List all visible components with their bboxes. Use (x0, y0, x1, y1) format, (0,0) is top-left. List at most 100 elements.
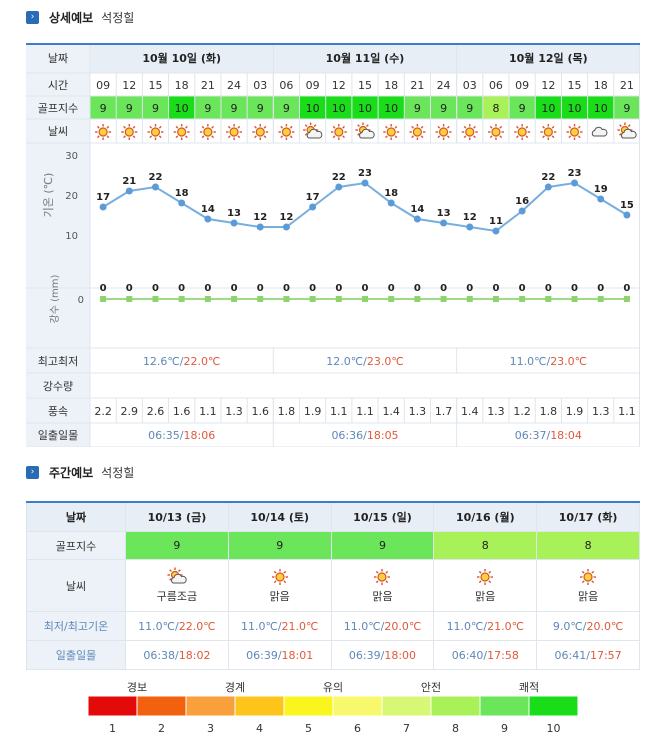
sun-icon (226, 124, 243, 140)
weekly-max-temp: 21.0℃ (281, 619, 319, 633)
hour-label: 15 (148, 79, 162, 92)
weekly-weather-desc: 맑음 (269, 590, 290, 603)
wind-speed: 1.8 (278, 405, 296, 418)
temp-point (230, 219, 238, 227)
day-sunrise: 06:36 (331, 429, 363, 442)
minmax-label: 최고최저 (38, 355, 78, 368)
day-header: 10월 10일 (화) (142, 51, 221, 65)
temp-point (125, 187, 133, 195)
golf-index: 9 (152, 102, 159, 115)
weekly-sun: 06:40/17:58 (433, 640, 538, 670)
sun-icon (199, 124, 216, 140)
temp-value: 12 (463, 212, 477, 223)
hour-label: 15 (568, 79, 582, 92)
golf-cell (90, 96, 117, 119)
golf-index: 9 (126, 102, 133, 115)
sun-icon (409, 124, 426, 140)
hour-label: 18 (175, 79, 189, 92)
temp-point (309, 203, 317, 211)
temp-value: 14 (410, 204, 424, 215)
hour-label: 24 (227, 79, 241, 92)
time-label: 시간 (48, 79, 68, 92)
hour-label: 21 (201, 79, 215, 92)
weekly-weather-cell: 맑음 (330, 559, 435, 612)
weekly-sunset: 18:02 (178, 648, 211, 662)
temp-point (204, 215, 212, 223)
golf-cell (247, 96, 274, 119)
weekly-weather-icon (580, 569, 597, 585)
temp-point (387, 199, 395, 207)
weekly-min-temp: 11.0℃ (138, 619, 176, 633)
day-sunrise: 06:37 (515, 429, 547, 442)
rain-value: 0 (388, 283, 395, 294)
scale-number: 6 (354, 722, 361, 735)
day-header: 10월 12일 (목) (509, 51, 588, 65)
golf-cell (587, 96, 614, 119)
weekly-temp: 9.0℃/20.0℃ (536, 611, 640, 641)
wind-speed: 1.4 (461, 405, 479, 418)
temp-value: 14 (201, 204, 215, 215)
wind-speed: 2.9 (121, 405, 138, 418)
rain-point (414, 296, 421, 302)
rain-tick: 0 (78, 295, 84, 306)
golf-cell (378, 96, 405, 119)
golf-index: 10 (175, 102, 189, 115)
rain-value: 0 (362, 283, 369, 294)
scale-label: 유의 (323, 681, 343, 694)
weekly-forecast-table: 날짜 10/13 (금) 10/14 (토) 10/15 (일) 10/16 (… (26, 501, 640, 670)
rain-value: 0 (152, 283, 159, 294)
weekly-date-label: 날짜 (26, 501, 126, 532)
weekly-weather-cell: 맑음 (433, 559, 538, 612)
golf-index: 9 (414, 102, 421, 115)
rain-point (231, 296, 238, 302)
hour-label: 24 (437, 79, 451, 92)
temp-point (623, 211, 631, 219)
golf-index: 9 (100, 102, 107, 115)
golf-index: 9 (440, 102, 447, 115)
weekly-sunset: 17:57 (589, 648, 622, 662)
sun-icon (514, 124, 531, 140)
sun-label: 일출일몰 (38, 428, 78, 442)
golf-cell (273, 96, 300, 119)
weekly-temp: 11.0℃/21.0℃ (433, 611, 538, 641)
scale-number: 7 (403, 722, 410, 735)
sun-icon (252, 124, 269, 140)
wind-speed: 1.9 (304, 405, 322, 418)
temp-point (99, 203, 107, 211)
scale-number: 2 (158, 722, 165, 735)
scale-block (283, 695, 334, 717)
rain-point (545, 296, 552, 302)
scale-block (528, 695, 579, 717)
golf-cell (456, 96, 483, 119)
weekly-temp: 11.0℃/20.0℃ (330, 611, 435, 641)
sun-icon (477, 569, 494, 585)
weekly-date: 10/13 (금) (125, 501, 229, 532)
golf-index: 10 (594, 102, 608, 115)
hour-label: 03 (463, 79, 477, 92)
day-sunset: 18:04 (550, 429, 582, 442)
temp-tick: 20 (65, 191, 78, 202)
weekly-min-temp: 11.0℃ (240, 619, 278, 633)
weekly-min-temp: 11.0℃ (446, 619, 484, 633)
temp-axis-title: 기온 (℃) (42, 173, 55, 218)
scale-block (136, 695, 187, 717)
rain-value: 0 (335, 283, 342, 294)
weekly-sunset: 18:00 (384, 648, 417, 662)
rain-value: 0 (231, 283, 238, 294)
date-row-bg (26, 45, 640, 73)
rain-value: 0 (466, 283, 473, 294)
detail-section-title: › 상세예보 석정힐 (26, 9, 134, 25)
temp-point (571, 179, 579, 187)
wind-speed: 1.1 (330, 405, 348, 418)
scale-block (185, 695, 236, 717)
golf-label: 골프지수 (38, 102, 78, 115)
wind-speed: 1.1 (618, 405, 636, 418)
scale-number: 8 (452, 722, 459, 735)
temp-point (361, 179, 369, 187)
scale-block (332, 695, 383, 717)
day-sun: 06:37/18:04 (515, 429, 582, 442)
cloud-sun-icon (617, 122, 637, 139)
temp-value: 12 (253, 212, 267, 223)
weekly-max-temp: 20.0℃ (384, 619, 422, 633)
weekly-sun-label: 일출일몰 (26, 640, 126, 670)
